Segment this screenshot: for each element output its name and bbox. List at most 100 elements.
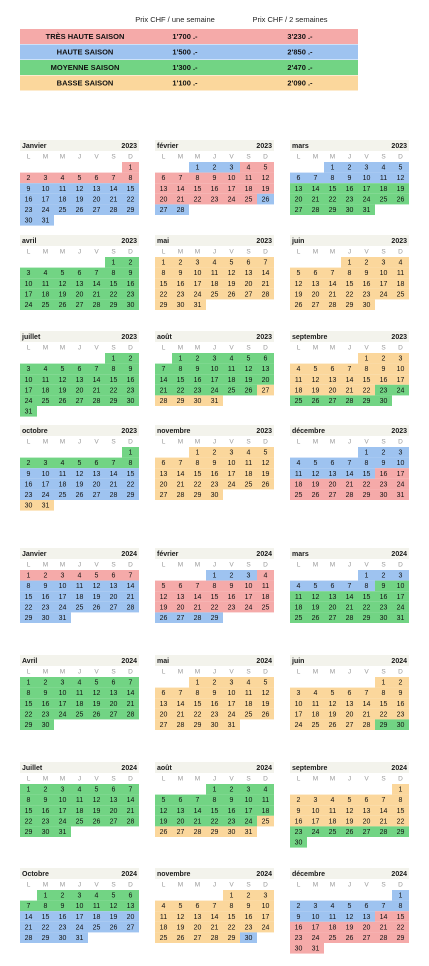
day-number: 9 xyxy=(196,366,200,373)
day-cell xyxy=(37,612,54,623)
month-name: Janvier xyxy=(22,143,47,150)
day-cell xyxy=(54,193,71,205)
day-cell xyxy=(290,489,307,500)
day-number: 17 xyxy=(228,471,236,478)
weekday: V xyxy=(229,345,234,352)
day-number: 22 xyxy=(42,924,50,931)
day-cell xyxy=(341,687,358,699)
day-number: 2 xyxy=(27,460,31,467)
day-number: 6 xyxy=(331,460,335,467)
weekday: J xyxy=(348,249,351,256)
day-cell xyxy=(54,591,71,602)
day-number: 2 xyxy=(27,175,31,182)
day-cell xyxy=(20,215,37,226)
day-number: 9 xyxy=(213,175,217,182)
day-cell xyxy=(71,890,88,901)
day-number: 16 xyxy=(127,281,135,288)
day-cell xyxy=(290,815,307,827)
day-number: 10 xyxy=(397,366,405,373)
day-cell xyxy=(341,612,358,623)
day-number: 6 xyxy=(297,175,301,182)
day-cell xyxy=(88,794,105,806)
day-number: 8 xyxy=(196,460,200,467)
day-cell xyxy=(307,932,324,943)
day-cell xyxy=(223,374,240,385)
day-number: 26 xyxy=(262,196,270,203)
day-number: 1 xyxy=(129,450,133,457)
day-number: 15 xyxy=(194,186,202,193)
day-cell xyxy=(20,193,37,205)
day-cell xyxy=(307,708,324,720)
weekday: J xyxy=(213,669,216,676)
day-cell xyxy=(392,784,409,795)
day-number: 5 xyxy=(112,893,116,900)
day-number: 25 xyxy=(380,196,388,203)
weekday: V xyxy=(94,154,99,161)
day-number: 16 xyxy=(42,594,50,601)
day-number: 17 xyxy=(194,281,202,288)
day-number: 6 xyxy=(348,690,352,697)
day-cell xyxy=(37,363,54,375)
day-cell xyxy=(155,299,172,310)
day-cell xyxy=(392,794,409,806)
day-number: 14 xyxy=(312,186,320,193)
day-number: 7 xyxy=(196,583,200,590)
day-cell xyxy=(71,204,88,215)
day-cell xyxy=(307,794,324,806)
day-cell xyxy=(105,890,122,901)
day-cell xyxy=(37,395,54,406)
day-cell xyxy=(290,580,307,592)
day-number: 2 xyxy=(213,450,217,457)
day-number: 3 xyxy=(297,690,301,697)
day-number: 31 xyxy=(42,218,50,225)
day-cell xyxy=(206,911,223,922)
day-number: 10 xyxy=(76,903,84,910)
day-cell xyxy=(240,374,257,385)
day-number: 15 xyxy=(346,281,354,288)
weekday: V xyxy=(94,669,99,676)
month-name: septembre xyxy=(292,334,328,341)
day-cell xyxy=(375,719,392,730)
day-cell xyxy=(307,580,324,592)
day-cell xyxy=(324,288,341,300)
day-number: 30 xyxy=(42,722,50,729)
day-number: 13 xyxy=(363,914,371,921)
day-cell xyxy=(307,805,324,816)
day-cell xyxy=(20,687,37,699)
day-number: 9 xyxy=(382,583,386,590)
month-year: 2024 xyxy=(391,658,407,665)
month-year: 2023 xyxy=(121,143,137,150)
day-number: 13 xyxy=(295,186,303,193)
weekday: M xyxy=(313,776,318,783)
weekday: D xyxy=(263,882,268,889)
day-number: 7 xyxy=(382,797,386,804)
day-cell xyxy=(172,708,189,720)
day-number: 3 xyxy=(196,260,200,267)
day-number: 12 xyxy=(312,377,320,384)
day-number: 22 xyxy=(211,604,219,611)
day-cell xyxy=(375,815,392,827)
day-cell xyxy=(105,288,122,300)
day-number: 30 xyxy=(177,302,185,309)
day-cell xyxy=(257,267,274,279)
day-cell xyxy=(37,687,54,699)
day-cell xyxy=(223,193,240,205)
weekday: M xyxy=(313,154,318,161)
day-number: 13 xyxy=(110,797,118,804)
day-cell xyxy=(54,708,71,720)
day-number: 13 xyxy=(160,471,168,478)
day-number: 3 xyxy=(78,893,82,900)
day-cell xyxy=(290,687,307,699)
day-number: 17 xyxy=(363,186,371,193)
day-number: 6 xyxy=(162,175,166,182)
day-number: 3 xyxy=(27,270,31,277)
day-cell xyxy=(37,677,54,688)
day-number: 30 xyxy=(25,503,33,510)
day-number: 28 xyxy=(329,302,337,309)
day-number: 25 xyxy=(295,398,303,405)
day-cell xyxy=(240,794,257,806)
day-number: 15 xyxy=(194,471,202,478)
day-number: 30 xyxy=(380,398,388,405)
day-cell xyxy=(392,677,409,688)
day-cell xyxy=(375,698,392,709)
